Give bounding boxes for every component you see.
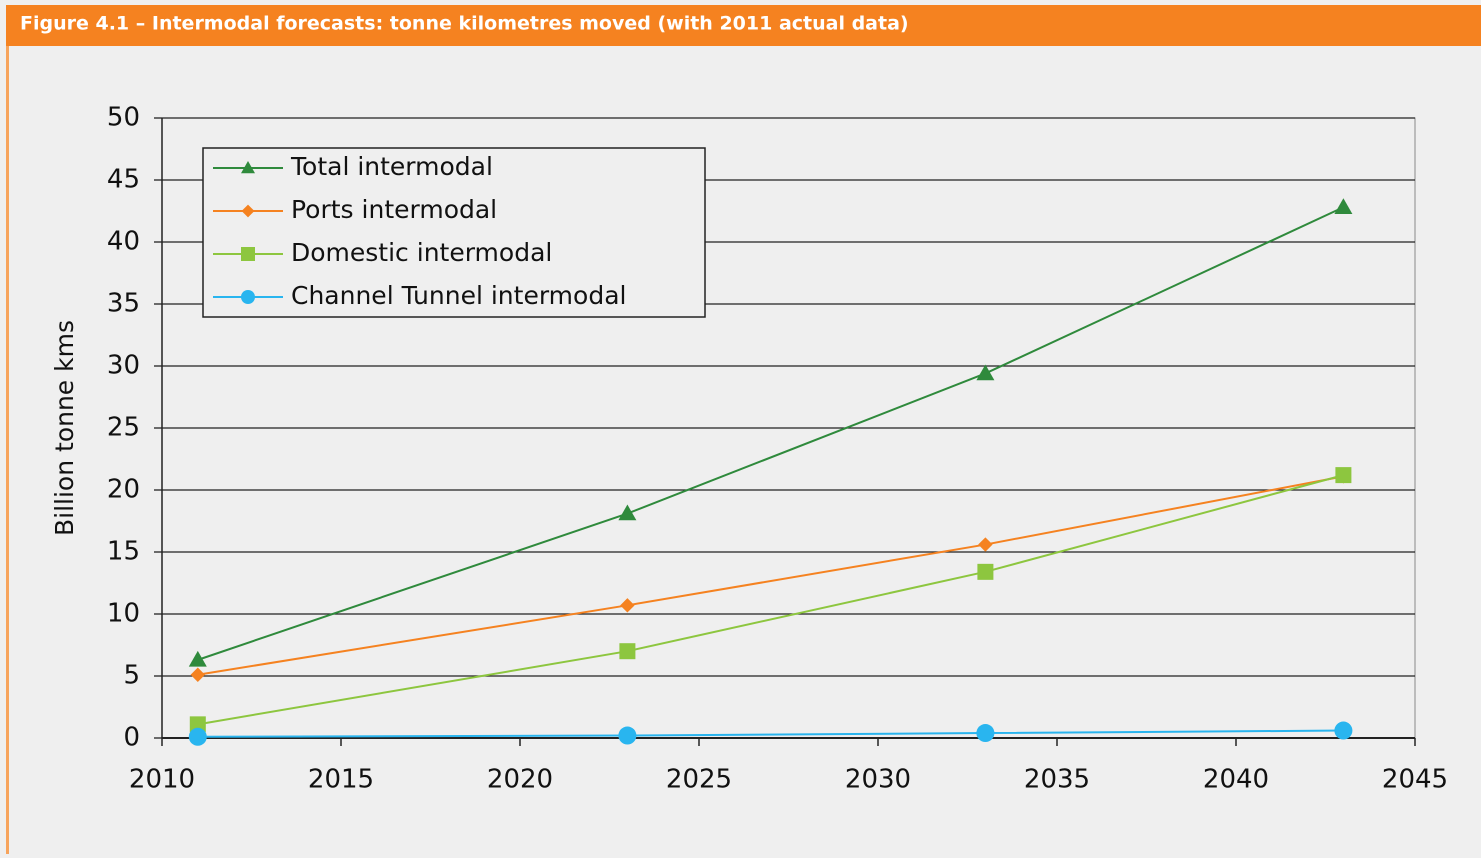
series-line — [197, 475, 1344, 676]
y-axis-label: Billion tonne kms — [50, 320, 79, 536]
marker — [188, 727, 207, 746]
marker — [977, 563, 994, 580]
x-tick-label: 2040 — [1203, 765, 1269, 795]
legend-label: Ports intermodal — [291, 195, 497, 224]
marker — [1334, 198, 1353, 215]
marker — [618, 726, 637, 745]
y-tick-label: 40 — [107, 227, 140, 257]
series-line — [197, 474, 1344, 726]
marker — [189, 716, 206, 733]
left-border — [6, 46, 9, 854]
x-tick-label: 2015 — [308, 765, 374, 795]
marker — [241, 204, 255, 218]
y-tick-label: 15 — [107, 537, 140, 567]
marker — [976, 724, 995, 743]
x-tick-label: 2030 — [845, 765, 911, 795]
y-tick-label: 35 — [107, 289, 140, 319]
x-tick-label: 2045 — [1382, 765, 1448, 795]
marker — [1335, 467, 1352, 484]
marker — [188, 650, 207, 667]
series-line — [197, 729, 1344, 738]
y-tick-label: 20 — [107, 475, 140, 505]
marker — [978, 537, 993, 552]
marker — [620, 598, 635, 613]
y-tick-label: 30 — [107, 351, 140, 381]
series-line — [197, 206, 1344, 661]
legend-label: Total intermodal — [290, 152, 493, 181]
legend-label: Channel Tunnel intermodal — [291, 281, 626, 310]
marker — [618, 504, 637, 521]
x-tick-label: 2010 — [129, 765, 195, 795]
y-tick-label: 10 — [107, 599, 140, 629]
marker — [241, 161, 255, 174]
y-tick-label: 0 — [123, 723, 140, 753]
x-tick-label: 2020 — [487, 765, 553, 795]
y-tick-label: 25 — [107, 413, 140, 443]
y-tick-label: 50 — [107, 103, 140, 133]
x-tick-label: 2035 — [1024, 765, 1090, 795]
y-tick-label: 5 — [123, 661, 140, 691]
legend-box — [202, 147, 706, 318]
header-bar — [6, 5, 1481, 46]
marker — [976, 364, 995, 381]
marker — [241, 290, 255, 304]
legend-label: Domestic intermodal — [291, 238, 552, 267]
x-tick-label: 2025 — [666, 765, 732, 795]
chart-title: Figure 4.1 – Intermodal forecasts: tonne… — [20, 13, 909, 35]
y-tick-label: 45 — [107, 165, 140, 195]
marker — [241, 247, 255, 261]
marker — [619, 643, 636, 660]
marker — [190, 667, 205, 682]
marker — [1334, 721, 1353, 740]
